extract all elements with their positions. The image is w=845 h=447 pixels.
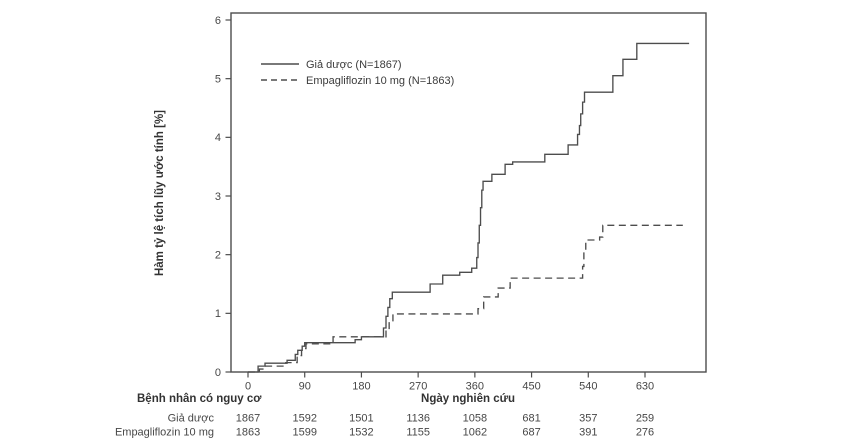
x-tick-label: 450 [522,381,540,393]
plot-frame [230,12,707,373]
series-line-empagliflozin [248,224,683,373]
at-risk-value: 1532 [349,427,373,439]
at-risk-value: 1863 [236,427,260,439]
at-risk-value: 259 [636,413,654,425]
x-tick-label: 0 [245,381,251,393]
at-risk-value: 1058 [463,413,487,425]
x-tick-label: 90 [299,381,311,393]
y-tick-label: 6 [215,15,221,27]
at-risk-number-grid: 1867 1592 1501 1136 1058 681 357 259 1863 1599 153… [236,413,654,439]
y-tick-label: 0 [215,367,221,379]
x-tick-label: 630 [636,381,654,393]
series-line-placebo [248,42,690,373]
y-tick-label: 2 [215,249,221,261]
at-risk-value: 1592 [292,413,316,425]
at-risk-value: 681 [522,413,540,425]
x-tick-label: 270 [409,381,427,393]
y-tick-label: 5 [215,73,221,85]
series-lines [248,42,690,373]
at-risk-value: 391 [579,427,597,439]
y-axis-ticks: 0 1 2 3 4 5 6 [215,15,231,379]
at-risk-value: 1136 [406,413,430,425]
x-axis-title: Ngày nghiên cứu [421,393,515,405]
at-risk-value: 1155 [406,427,430,439]
at-risk-row-label-empagliflozin: Empagliflozin 10 mg [115,427,214,439]
at-risk-value: 1599 [292,427,316,439]
y-tick-label: 3 [215,191,221,203]
legend: Giả dược (N=1867) Empagliflozin 10 mg (N… [261,59,454,87]
at-risk-value: 1501 [349,413,373,425]
legend-label-empagliflozin: Empagliflozin 10 mg (N=1863) [306,75,454,87]
at-risk-value: 276 [636,427,654,439]
x-tick-label: 540 [579,381,597,393]
x-tick-label: 180 [352,381,370,393]
x-axis-ticks: 0 90 180 270 360 450 540 630 [245,372,654,393]
at-risk-value: 1867 [236,413,260,425]
legend-label-placebo: Giả dược (N=1867) [306,59,402,71]
at-risk-value: 357 [579,413,597,425]
at-risk-value: 1062 [463,427,487,439]
x-tick-label: 360 [466,381,484,393]
at-risk-header: Bệnh nhân có nguy cơ [137,393,262,405]
y-axis-title: Hàm tỷ lệ tích lũy ước tính [%] [154,110,166,276]
at-risk-row-label-placebo: Giả dược [168,413,215,425]
y-tick-label: 4 [215,132,221,144]
at-risk-value: 687 [522,427,540,439]
y-tick-label: 1 [215,308,221,320]
